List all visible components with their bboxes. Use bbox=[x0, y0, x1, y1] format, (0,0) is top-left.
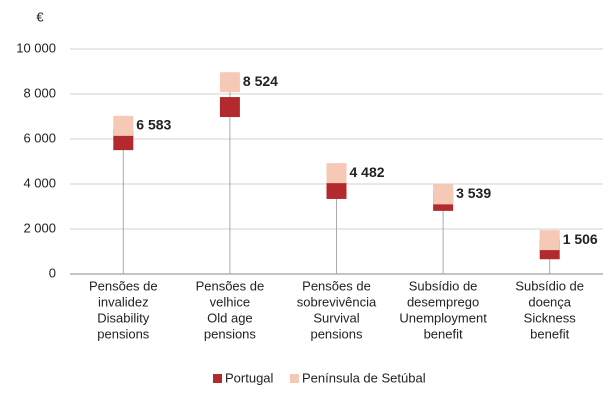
x-tick-label: Pensões de bbox=[196, 278, 265, 293]
y-unit: € bbox=[36, 9, 44, 24]
legend-label: Península de Setúbal bbox=[302, 370, 426, 385]
x-tick-label: pensions bbox=[310, 326, 363, 341]
marker bbox=[433, 184, 454, 205]
x-tick-label: Old age bbox=[207, 310, 253, 325]
marker bbox=[219, 72, 240, 93]
y-tick-label: 8 000 bbox=[23, 85, 56, 100]
x-tick-label: Sickness bbox=[524, 310, 577, 325]
x-tick-label: velhice bbox=[210, 294, 250, 309]
y-tick-label: 2 000 bbox=[23, 220, 56, 235]
value-label: 8 524 bbox=[243, 73, 278, 89]
marker bbox=[326, 163, 347, 184]
legend-label: Portugal bbox=[225, 370, 274, 385]
value-label: 1 506 bbox=[563, 231, 598, 247]
x-tick-label: invalidez bbox=[98, 294, 149, 309]
x-tick-label: pensions bbox=[97, 326, 150, 341]
x-tick-label: Disability bbox=[97, 310, 150, 325]
marker bbox=[326, 178, 347, 199]
x-tick-label: Pensões de bbox=[302, 278, 371, 293]
y-tick-label: 4 000 bbox=[23, 175, 56, 190]
x-tick-label: pensions bbox=[204, 326, 257, 341]
legend-swatch bbox=[290, 374, 299, 383]
x-tick-label: Pensões de bbox=[89, 278, 158, 293]
marker bbox=[113, 115, 134, 136]
y-tick-label: 6 000 bbox=[23, 130, 56, 145]
y-tick-label: 10 000 bbox=[16, 40, 56, 55]
marker bbox=[539, 230, 560, 251]
marker bbox=[219, 97, 240, 118]
value-label: 4 482 bbox=[350, 164, 385, 180]
x-tick-label: doença bbox=[528, 294, 571, 309]
value-label: 3 539 bbox=[456, 185, 491, 201]
x-tick-label: Unemployment bbox=[399, 310, 487, 325]
x-tick-label: desemprego bbox=[407, 294, 479, 309]
x-tick-label: Subsídio de bbox=[409, 278, 478, 293]
x-tick-label: Subsídio de bbox=[515, 278, 584, 293]
legend-swatch bbox=[213, 374, 222, 383]
x-tick-label: sobrevivência bbox=[297, 294, 377, 309]
x-tick-label: Survival bbox=[313, 310, 359, 325]
x-tick-label: benefit bbox=[530, 326, 569, 341]
x-tick-label: benefit bbox=[424, 326, 463, 341]
value-label: 6 583 bbox=[136, 117, 171, 133]
y-tick-label: 0 bbox=[49, 265, 56, 280]
